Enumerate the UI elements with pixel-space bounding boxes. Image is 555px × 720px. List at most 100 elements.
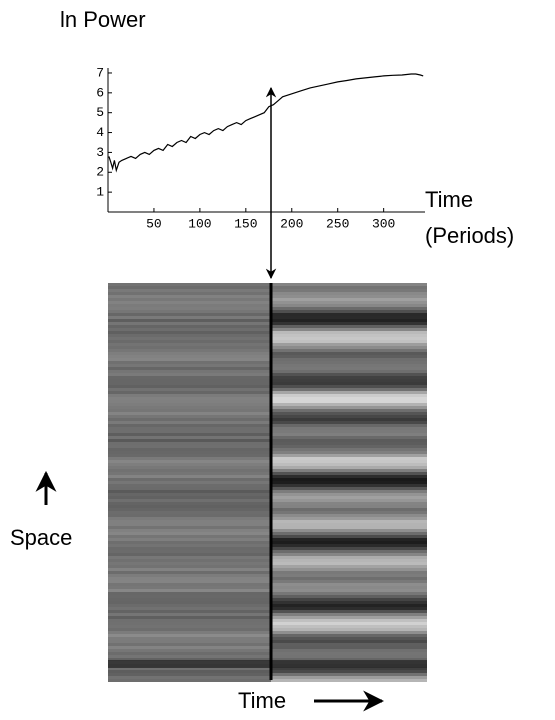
- stripe: [108, 604, 271, 607]
- stripe: [271, 547, 427, 550]
- stripe: [271, 364, 427, 367]
- stripe: [108, 394, 271, 397]
- stripe: [108, 385, 271, 388]
- stripe: [108, 409, 271, 412]
- stripe: [108, 520, 271, 523]
- stripe: [108, 469, 271, 472]
- stripe: [271, 604, 427, 607]
- stripe: [271, 445, 427, 448]
- y-axis-title: ln Power: [60, 7, 146, 32]
- stripe: [271, 355, 427, 358]
- stripe: [108, 406, 271, 409]
- stripe: [108, 592, 271, 595]
- stripe: [108, 361, 271, 364]
- stripe: [108, 472, 271, 475]
- stripe: [271, 598, 427, 601]
- stripe: [108, 373, 271, 376]
- stripe: [108, 412, 271, 415]
- stripe: [271, 634, 427, 637]
- stripe: [271, 616, 427, 619]
- stripe: [108, 424, 271, 427]
- stripe: [271, 565, 427, 568]
- stripe: [271, 325, 427, 328]
- stripe: [108, 301, 271, 304]
- stripe: [108, 607, 271, 610]
- stripe: [271, 295, 427, 298]
- stripe: [271, 568, 427, 571]
- stripe: [108, 358, 271, 361]
- x-tick-label: 250: [326, 216, 349, 231]
- stripe: [108, 571, 271, 574]
- stripe: [108, 427, 271, 430]
- stripe: [108, 286, 271, 289]
- stripe: [108, 496, 271, 499]
- stripe: [108, 430, 271, 433]
- stripe: [271, 373, 427, 376]
- stripe: [271, 433, 427, 436]
- stripe: [271, 310, 427, 313]
- stripe: [108, 397, 271, 400]
- stripe: [271, 544, 427, 547]
- stripe: [271, 490, 427, 493]
- stripe: [108, 367, 271, 370]
- stripe: [108, 550, 271, 553]
- stripe: [108, 541, 271, 544]
- y-tick-label: 4: [96, 125, 104, 140]
- stripe: [271, 463, 427, 466]
- stripe: [271, 283, 427, 286]
- stripe: [271, 553, 427, 556]
- stripe: [271, 322, 427, 325]
- stripe: [271, 538, 427, 541]
- stripe: [108, 583, 271, 586]
- stripe: [108, 562, 271, 565]
- stripe: [108, 511, 271, 514]
- stripe: [271, 526, 427, 529]
- stripe: [271, 436, 427, 439]
- stripe: [271, 307, 427, 310]
- stripe: [108, 577, 271, 580]
- stripe: [108, 547, 271, 550]
- stripe: [108, 310, 271, 313]
- stripe: [108, 529, 271, 532]
- stripe: [108, 337, 271, 340]
- stripe: [108, 349, 271, 352]
- stripe: [108, 475, 271, 478]
- stripe: [271, 442, 427, 445]
- stripe: [108, 463, 271, 466]
- stripe: [108, 568, 271, 571]
- stripe: [271, 667, 427, 670]
- stripe: [108, 643, 271, 646]
- stripe: [108, 319, 271, 322]
- stripe: [271, 418, 427, 421]
- x-axis-title: (Periods): [425, 223, 514, 248]
- stripe: [108, 421, 271, 424]
- stripe: [271, 586, 427, 589]
- stripe: [271, 613, 427, 616]
- stripe: [271, 595, 427, 598]
- stripe: [271, 457, 427, 460]
- stripe: [108, 622, 271, 625]
- stripe: [271, 514, 427, 517]
- stripe: [108, 517, 271, 520]
- stripe: [271, 574, 427, 577]
- stripe: [271, 313, 427, 316]
- stripe: [108, 589, 271, 592]
- power-line: [108, 73, 424, 173]
- stripe: [271, 535, 427, 538]
- stripe: [108, 625, 271, 628]
- x-tick-label: 300: [372, 216, 395, 231]
- stripe: [271, 556, 427, 559]
- stripe: [271, 304, 427, 307]
- stripe: [271, 472, 427, 475]
- x-tick-label: 100: [188, 216, 211, 231]
- stripe: [108, 451, 271, 454]
- spacetime-image: [108, 283, 427, 682]
- stripe: [271, 367, 427, 370]
- stripe: [271, 583, 427, 586]
- stripe: [108, 673, 271, 676]
- stripe: [108, 646, 271, 649]
- stripe: [271, 505, 427, 508]
- stripe: [271, 673, 427, 676]
- stripe: [271, 460, 427, 463]
- stripe: [108, 466, 271, 469]
